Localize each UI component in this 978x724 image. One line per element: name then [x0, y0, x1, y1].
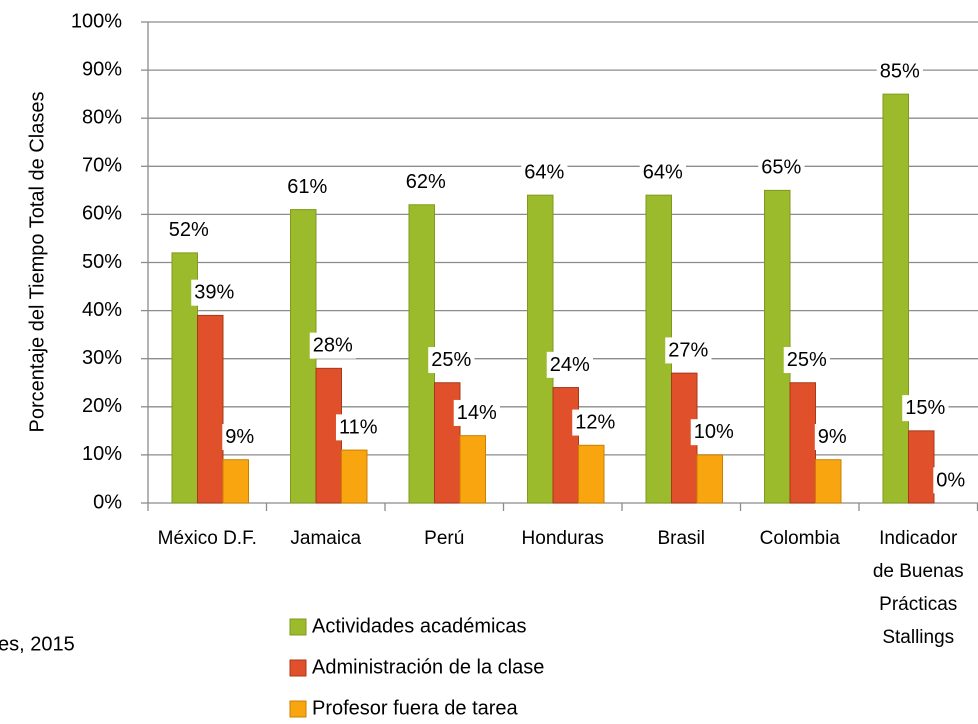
legend-swatch	[289, 618, 307, 636]
legend-swatch	[289, 700, 307, 718]
bar	[764, 189, 791, 504]
data-label-bg	[165, 217, 212, 244]
data-label: 64%	[524, 161, 564, 183]
x-tick-label: Brasil	[657, 528, 705, 549]
data-label: 25%	[787, 349, 827, 371]
x-tick-label: Perú	[424, 528, 465, 549]
data-label-bg	[690, 419, 737, 446]
bar	[696, 454, 723, 504]
data-label: 27%	[668, 339, 708, 361]
data-label: 28%	[313, 335, 353, 357]
bar	[552, 387, 579, 504]
x-tick-label: Jamaica	[290, 528, 362, 549]
data-label: 39%	[194, 282, 234, 304]
bar	[908, 430, 935, 504]
data-label-bg	[758, 154, 805, 181]
source-text: es, 2015	[0, 633, 75, 655]
bar	[815, 459, 842, 504]
bar	[341, 449, 368, 504]
y-axis-label: Porcentaje del Tiempo Total de Clases	[26, 92, 48, 433]
bar	[197, 314, 224, 504]
y-tick-label: 30%	[82, 347, 122, 369]
y-tick-label: 90%	[82, 58, 122, 80]
data-label-bg	[428, 347, 475, 374]
data-label: 0%	[936, 469, 965, 491]
data-label-bg	[284, 173, 331, 200]
data-label: 64%	[643, 161, 683, 183]
data-label-bg	[783, 347, 830, 374]
data-label: 14%	[457, 402, 497, 424]
legend-label: Profesor fuera de tarea	[312, 697, 519, 719]
data-label: 12%	[575, 412, 615, 434]
data-label: 65%	[761, 157, 801, 179]
data-label-bg	[639, 159, 686, 186]
y-tick-label: 100%	[71, 10, 122, 32]
data-label-bg	[902, 395, 949, 422]
bar	[882, 93, 909, 504]
data-label-bg	[814, 423, 850, 450]
y-tick-label: 10%	[82, 443, 122, 465]
bar	[459, 435, 486, 504]
legend-label: Administración de la clase	[312, 656, 544, 678]
data-label: 9%	[225, 426, 254, 448]
y-tick-label: 80%	[82, 106, 122, 128]
bar	[527, 194, 554, 504]
data-label: 25%	[431, 349, 471, 371]
data-label: 24%	[550, 354, 590, 376]
data-label: 52%	[169, 219, 209, 241]
data-label-bg	[665, 337, 712, 364]
y-tick-label: 60%	[82, 203, 122, 225]
bar	[789, 382, 816, 504]
data-label-bg	[876, 58, 923, 85]
x-tick-label: Colombia	[759, 528, 840, 549]
data-label-bg	[933, 467, 969, 494]
data-label-bg	[191, 279, 238, 306]
legend-swatch	[289, 659, 307, 677]
legend-label: Actividades académicas	[312, 615, 527, 637]
data-label-bg	[402, 169, 449, 196]
data-label: 11%	[339, 416, 378, 438]
data-label: 10%	[694, 421, 734, 443]
x-tick-label: Indicador de Buenas Prácticas Stallings	[872, 528, 964, 648]
data-label-bg	[222, 423, 258, 450]
data-label: 85%	[880, 60, 920, 82]
data-label-bg	[572, 409, 619, 436]
data-label: 15%	[905, 397, 945, 419]
x-tick-label: México D.F.	[157, 528, 257, 549]
y-tick-label: 40%	[82, 299, 122, 321]
data-label: 61%	[287, 176, 327, 198]
bar	[222, 459, 249, 504]
data-label-bg	[453, 399, 500, 426]
y-tick-label: 20%	[82, 395, 122, 417]
data-label: 62%	[406, 171, 446, 193]
data-label-bg	[335, 414, 381, 441]
x-tick-label: Honduras	[521, 528, 604, 549]
y-tick-label: 0%	[93, 491, 122, 513]
data-label-bg	[521, 159, 568, 186]
data-label: 9%	[818, 426, 847, 448]
data-label-bg	[309, 332, 356, 359]
data-label-bg	[546, 351, 593, 378]
bar	[578, 444, 605, 504]
y-tick-label: 70%	[82, 155, 122, 177]
y-tick-label: 50%	[82, 251, 122, 273]
